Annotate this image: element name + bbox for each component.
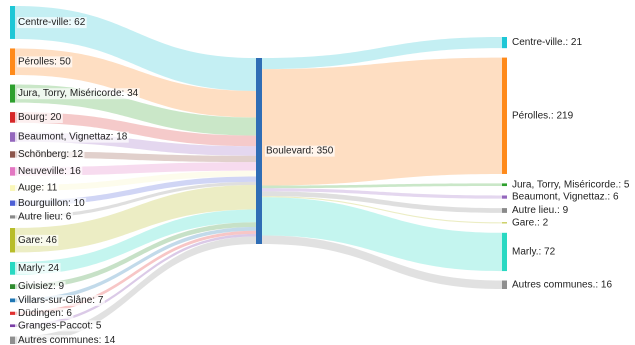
label-source-bourguillon-bg	[17, 197, 87, 209]
link-boulevard-to-autres-communes	[262, 235, 502, 289]
node-target-perolles	[502, 57, 507, 174]
node-source-centre-ville	[10, 6, 15, 39]
link-boulevard-to-perolles	[262, 57, 502, 186]
node-target-autre-lieu	[502, 208, 507, 213]
label-source-marly: Marly: 24	[18, 263, 60, 274]
link-boulevard-to-beaumont-vignettaz	[262, 188, 502, 199]
link-boulevard-to-autre-lieu	[262, 191, 502, 213]
sankey-labels: Centre-ville: 62 Pérolles: 50 Jura, Torry,…	[17, 17, 630, 345]
label-source-perolles-bg	[17, 56, 73, 68]
label-source-gare-bg	[17, 234, 59, 246]
node-source-givisiez	[10, 284, 15, 289]
link-autres-communes-to-boulevard	[15, 236, 256, 344]
label-source-schonberg-bg	[17, 149, 85, 161]
link-boulevard-to-marly	[262, 197, 502, 272]
link-dudingen-to-boulevard	[15, 230, 256, 315]
label-hub-boulevard-bg	[265, 145, 335, 157]
link-villars-sur-glane-to-boulevard	[15, 226, 256, 303]
node-source-neuveville	[10, 167, 15, 176]
link-boulevard-to-jura-torry-misericorde	[262, 183, 502, 189]
label-source-auge: Auge: 11	[18, 183, 58, 194]
label-source-beaumont-vignettaz: Beaumont, Vignettaz: 18	[18, 132, 128, 143]
label-source-bourg-bg	[17, 112, 63, 124]
label-source-dudingen: Düdingen: 6	[18, 308, 72, 319]
label-source-autres-communes: Autres communes: 14	[18, 335, 116, 345]
node-source-auge	[10, 185, 15, 192]
label-source-beaumont-vignettaz-bg	[17, 131, 129, 143]
label-target-autres-communes: Autres communes.: 16	[512, 279, 612, 290]
node-source-jura-torry-misericorde	[10, 84, 15, 103]
node-source-autre-lieu	[10, 215, 15, 219]
link-marly-to-boulevard	[15, 209, 256, 275]
node-source-marly	[10, 261, 15, 275]
link-perolles-to-boulevard	[15, 48, 256, 118]
label-source-perolles: Pérolles: 50	[18, 56, 71, 67]
label-source-autre-lieu: Autre lieu: 6	[18, 212, 72, 223]
link-givisiez-to-boulevard	[15, 222, 256, 289]
node-source-perolles	[10, 48, 15, 76]
label-target-centre-ville: Centre-ville.: 21	[512, 37, 582, 48]
node-source-dudingen	[10, 311, 15, 315]
label-source-gare: Gare: 46	[18, 235, 57, 246]
label-source-granges-paccot-bg	[17, 320, 103, 332]
label-target-beaumont-vignettaz: Beaumont, Vignettaz.: 6	[512, 192, 619, 203]
label-source-givisiez-bg	[17, 281, 66, 293]
link-boulevard-to-gare	[262, 196, 502, 224]
label-source-givisiez: Givisiez: 9	[18, 281, 65, 292]
label-source-jura-torry-misericorde: Jura, Torry, Miséricorde: 34	[18, 88, 139, 99]
node-source-bourg	[10, 112, 15, 123]
label-source-neuveville-bg	[17, 166, 83, 178]
label-source-auge-bg	[17, 182, 59, 194]
label-source-centre-ville-bg	[17, 17, 87, 29]
link-autre-lieu-to-boulevard	[15, 181, 256, 219]
label-source-autres-communes-bg	[17, 334, 117, 345]
sankey-links	[15, 6, 502, 344]
label-source-granges-paccot: Granges-Paccot: 5	[18, 320, 102, 331]
link-auge-to-boulevard	[15, 170, 256, 192]
link-granges-paccot-to-boulevard	[15, 233, 256, 328]
label-source-villars-sur-glane-bg	[17, 294, 105, 306]
node-source-granges-paccot	[10, 324, 15, 328]
label-target-gare: Gare.: 2	[512, 217, 549, 228]
node-target-centre-ville	[502, 37, 507, 49]
label-hub-boulevard: Boulevard: 350	[266, 146, 334, 157]
node-target-marly	[502, 232, 507, 272]
label-source-bourg: Bourg: 20	[18, 112, 62, 123]
node-source-bourguillon	[10, 200, 15, 206]
node-target-beaumont-vignettaz	[502, 195, 507, 199]
label-source-autre-lieu-bg	[17, 211, 73, 223]
link-bourg-to-boulevard	[15, 112, 256, 147]
label-source-dudingen-bg	[17, 307, 74, 319]
label-target-perolles: Pérolles.: 219	[512, 110, 574, 121]
node-source-beaumont-vignettaz	[10, 132, 15, 142]
link-gare-to-boulevard	[15, 185, 256, 253]
node-hub-boulevard	[256, 58, 262, 244]
node-target-jura-torry-misericorde	[502, 183, 507, 187]
label-source-villars-sur-glane: Villars-sur-Glâne: 7	[18, 295, 104, 306]
node-source-villars-sur-glane	[10, 298, 15, 303]
sankey-nodes	[10, 6, 507, 344]
label-source-schonberg: Schönberg: 12	[18, 149, 83, 160]
label-target-marly: Marly.: 72	[512, 247, 556, 258]
node-source-autres-communes	[10, 336, 15, 344]
label-source-neuveville: Neuveville: 16	[18, 166, 81, 177]
node-source-schonberg	[10, 151, 15, 158]
label-source-centre-ville: Centre-ville: 62	[18, 17, 86, 28]
label-target-jura-torry-misericorde: Jura, Torry, Miséricorde.: 5	[512, 179, 630, 190]
node-source-gare	[10, 228, 15, 253]
label-source-jura-torry-misericorde-bg	[17, 88, 140, 100]
node-target-gare	[502, 222, 507, 224]
label-source-bourguillon: Bourguillon: 10	[18, 198, 85, 209]
node-target-autres-communes	[502, 280, 507, 289]
link-boulevard-to-centre-ville	[262, 37, 502, 70]
label-source-marly-bg	[17, 262, 61, 274]
label-target-autre-lieu: Autre lieu.: 9	[512, 205, 569, 216]
